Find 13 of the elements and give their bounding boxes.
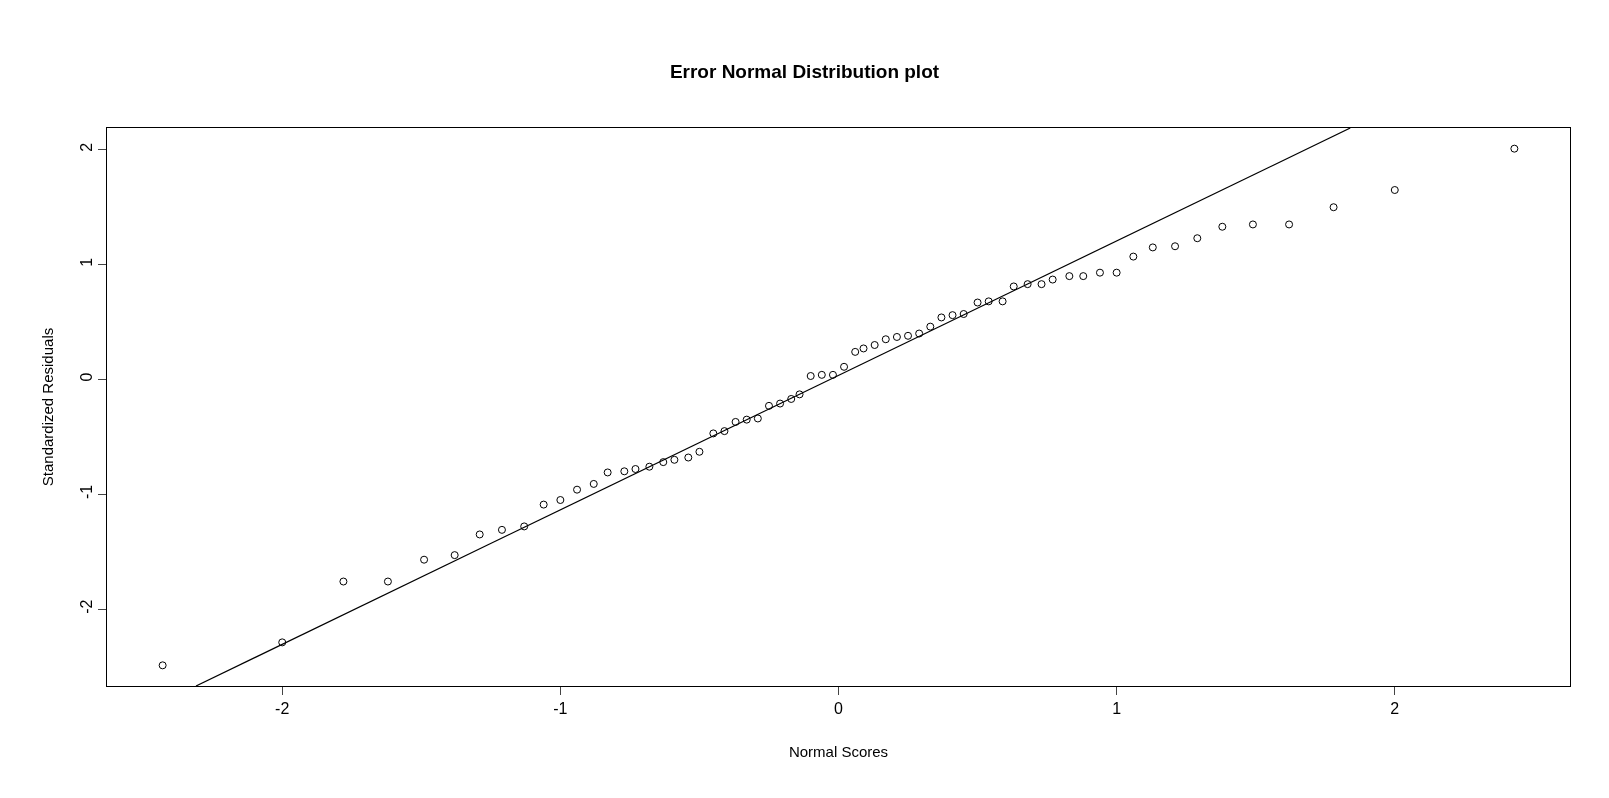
- x-tick-label: 2: [1390, 700, 1400, 718]
- y-tick-label: -1: [77, 484, 95, 499]
- y-tick-label: 1: [77, 257, 95, 267]
- y-axis-title: Standardized Residuals: [38, 327, 56, 487]
- x-tick-label: 1: [1112, 700, 1122, 718]
- x-tick-label: -1: [553, 700, 568, 718]
- y-tick-label: -2: [77, 599, 95, 614]
- y-tick-label: 2: [77, 142, 95, 152]
- chart-title: Error Normal Distribution plot: [669, 61, 940, 83]
- x-axis-title: Normal Scores: [788, 743, 889, 761]
- y-tick-label: 0: [77, 372, 95, 382]
- x-tick-label: 0: [834, 700, 844, 718]
- x-tick-label: -2: [275, 700, 290, 718]
